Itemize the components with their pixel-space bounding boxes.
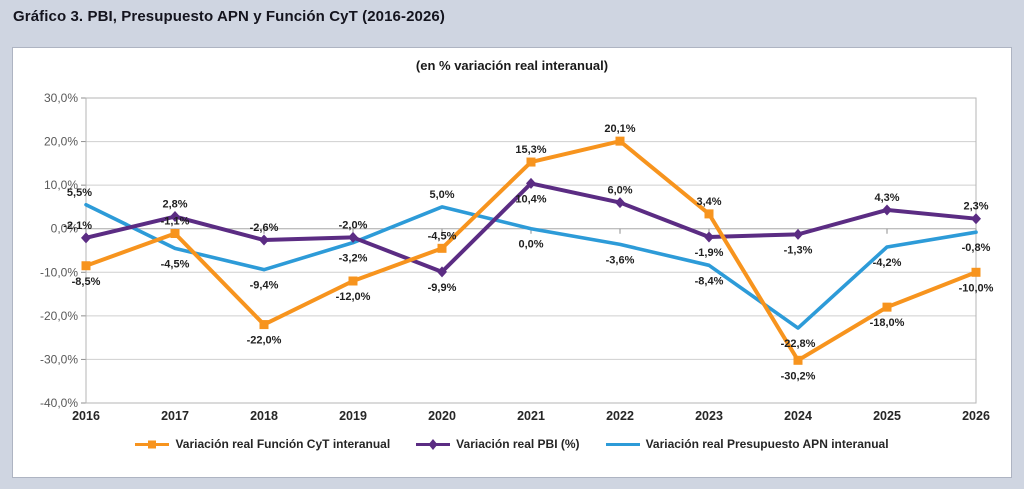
svg-text:2020: 2020 — [428, 409, 456, 423]
svg-text:2016: 2016 — [72, 409, 100, 423]
svg-text:-8,5%: -8,5% — [72, 276, 101, 288]
svg-text:5,0%: 5,0% — [429, 189, 454, 201]
svg-text:2018: 2018 — [250, 409, 278, 423]
svg-text:2023: 2023 — [695, 409, 723, 423]
svg-text:2024: 2024 — [784, 409, 812, 423]
svg-text:-1,3%: -1,3% — [784, 244, 813, 256]
svg-text:-4,2%: -4,2% — [873, 257, 902, 269]
legend: Variación real Función CyT interanual Va… — [13, 437, 1011, 451]
chart-title: Gráfico 3. PBI, Presupuesto APN y Funció… — [13, 8, 445, 25]
svg-text:30,0%: 30,0% — [44, 91, 78, 105]
svg-text:0,0%: 0,0% — [51, 222, 79, 236]
svg-text:-2,0%: -2,0% — [339, 219, 368, 231]
svg-text:5,5%: 5,5% — [67, 187, 92, 199]
svg-text:2,3%: 2,3% — [963, 201, 988, 213]
svg-text:3,4%: 3,4% — [696, 196, 721, 208]
svg-text:-9,4%: -9,4% — [250, 280, 279, 292]
svg-text:0,0%: 0,0% — [518, 239, 543, 251]
svg-text:20,1%: 20,1% — [604, 123, 635, 135]
svg-text:2017: 2017 — [161, 409, 189, 423]
svg-text:2,8%: 2,8% — [162, 199, 187, 211]
svg-text:-1,1%: -1,1% — [161, 216, 190, 228]
svg-text:-12,0%: -12,0% — [336, 291, 371, 303]
legend-item-funcion-cyt: Variación real Función CyT interanual — [135, 437, 390, 451]
svg-text:-40,0%: -40,0% — [40, 396, 78, 410]
svg-text:-20,0%: -20,0% — [40, 309, 78, 323]
legend-marker-funcion-cyt-icon — [135, 438, 170, 451]
svg-text:-1,9%: -1,9% — [695, 247, 724, 259]
svg-text:-9,9%: -9,9% — [428, 282, 457, 294]
svg-text:-10,0%: -10,0% — [40, 265, 78, 279]
svg-text:15,3%: 15,3% — [515, 144, 546, 156]
svg-text:-2,1%: -2,1% — [63, 220, 92, 232]
legend-label-funcion-cyt: Variación real Función CyT interanual — [175, 437, 391, 451]
svg-text:-22,8%: -22,8% — [781, 338, 816, 350]
svg-text:10,0%: 10,0% — [44, 178, 78, 192]
svg-text:6,0%: 6,0% — [607, 185, 632, 197]
svg-text:2025: 2025 — [873, 409, 901, 423]
svg-text:-3,6%: -3,6% — [606, 254, 635, 266]
chart-panel: (en % variación real interanual) 30,0% 20… — [12, 47, 1012, 478]
svg-text:-30,2%: -30,2% — [781, 370, 816, 382]
legend-label-pbi: Variación real PBI (%) — [456, 437, 580, 451]
svg-text:4,3%: 4,3% — [874, 192, 899, 204]
svg-text:-8,4%: -8,4% — [695, 275, 724, 287]
legend-marker-pbi-icon — [416, 438, 451, 451]
svg-text:-22,0%: -22,0% — [247, 335, 282, 347]
svg-text:2021: 2021 — [517, 409, 545, 423]
svg-text:2026: 2026 — [962, 409, 990, 423]
svg-text:10,4%: 10,4% — [515, 193, 546, 205]
svg-text:2022: 2022 — [606, 409, 634, 423]
svg-text:-10,0%: -10,0% — [959, 282, 994, 294]
svg-text:-3,2%: -3,2% — [339, 253, 368, 265]
svg-text:-4,5%: -4,5% — [428, 230, 457, 242]
legend-marker-presupuesto-apn-icon — [605, 438, 640, 451]
chart-subtitle: (en % variación real interanual) — [415, 58, 609, 73]
line-chart: 30,0% 20,0% 10,0% 0,0% -10,0% -20,0% -30,0% -40… — [40, 91, 994, 423]
legend-label-presupuesto-apn: Variación real Presupuesto APN interanua… — [645, 437, 889, 451]
svg-text:2019: 2019 — [339, 409, 367, 423]
svg-text:-4,5%: -4,5% — [161, 258, 190, 270]
svg-text:-18,0%: -18,0% — [870, 317, 905, 329]
legend-item-presupuesto-apn: Variación real Presupuesto APN interanua… — [605, 437, 889, 451]
svg-text:-0,8%: -0,8% — [962, 242, 991, 254]
svg-text:-2,6%: -2,6% — [250, 222, 279, 234]
legend-item-pbi: Variación real PBI (%) — [416, 437, 580, 451]
svg-text:-30,0%: -30,0% — [40, 352, 78, 366]
svg-text:20,0%: 20,0% — [44, 135, 78, 149]
